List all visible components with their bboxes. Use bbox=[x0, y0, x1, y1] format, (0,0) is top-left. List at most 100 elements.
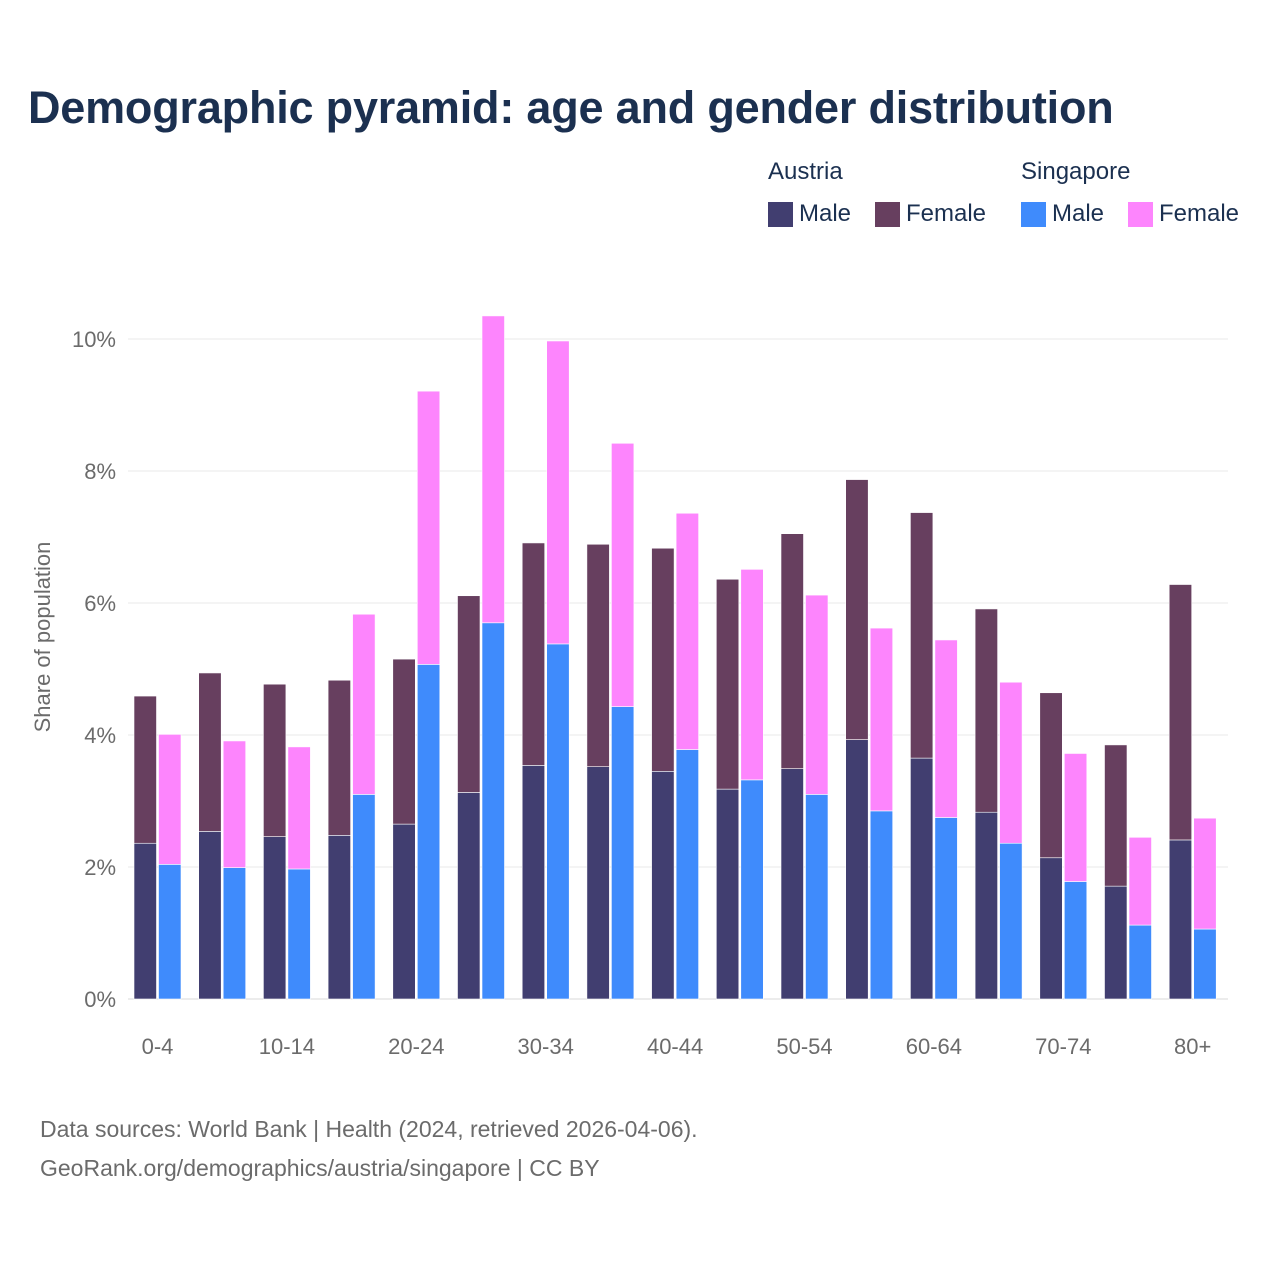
bar-austria-male[interactable] bbox=[651, 770, 675, 1000]
legend-item-singapore-male[interactable]: Male bbox=[1021, 200, 1104, 228]
bar-austria-female[interactable] bbox=[1168, 584, 1192, 841]
bar-austria-female[interactable] bbox=[198, 672, 222, 832]
bar-singapore-female[interactable] bbox=[611, 442, 635, 707]
bar-austria-male[interactable] bbox=[910, 757, 934, 1000]
bar-austria-male[interactable] bbox=[198, 831, 222, 1000]
bar-singapore-male[interactable] bbox=[481, 622, 505, 1000]
bar-singapore-male[interactable] bbox=[611, 706, 635, 1000]
bar-singapore-female[interactable] bbox=[158, 734, 182, 865]
legend-label-austria-male: Male bbox=[799, 200, 852, 227]
bar-austria-male[interactable] bbox=[327, 835, 351, 1000]
bar-austria-male[interactable] bbox=[845, 739, 869, 1000]
bar-austria-male[interactable] bbox=[974, 811, 998, 1000]
bar-austria-female[interactable] bbox=[327, 679, 351, 836]
y-tick-label: 0% bbox=[84, 987, 116, 1012]
bar-austria-female[interactable] bbox=[263, 683, 287, 837]
bar-singapore-female[interactable] bbox=[934, 639, 958, 818]
legend-swatch-singapore-female bbox=[1128, 201, 1153, 227]
legend-swatch-singapore-male bbox=[1021, 201, 1046, 227]
bar-austria-female[interactable] bbox=[715, 578, 740, 790]
bar-austria-male[interactable] bbox=[263, 836, 287, 1000]
bar-austria-male[interactable] bbox=[1039, 857, 1063, 1000]
bar-singapore-female[interactable] bbox=[546, 340, 570, 645]
legend-swatch-austria-female bbox=[875, 201, 900, 227]
bar-singapore-male[interactable] bbox=[352, 794, 376, 1000]
bar-singapore-male[interactable] bbox=[416, 664, 441, 1000]
x-tick-label: 60-64 bbox=[906, 1034, 962, 1059]
bar-austria-male[interactable] bbox=[1104, 885, 1128, 1000]
bar-singapore-female[interactable] bbox=[805, 594, 829, 795]
bar-singapore-male[interactable] bbox=[675, 749, 699, 1000]
bar-singapore-male[interactable] bbox=[1193, 928, 1217, 1000]
footer-attribution: GeoRank.org/demographics/austria/singapo… bbox=[40, 1155, 600, 1181]
y-tick-label: 4% bbox=[84, 723, 116, 748]
legend-item-singapore-female[interactable]: Female bbox=[1128, 200, 1239, 228]
footer-sources: Data sources: World Bank | Health (2024,… bbox=[40, 1116, 698, 1142]
bar-singapore-female[interactable] bbox=[1193, 817, 1217, 930]
bar-austria-female[interactable] bbox=[651, 547, 675, 772]
bar-austria-male[interactable] bbox=[715, 788, 740, 1000]
bar-singapore-male[interactable] bbox=[1064, 881, 1088, 1000]
bar-singapore-male[interactable] bbox=[158, 864, 182, 1000]
bar-austria-male[interactable] bbox=[457, 792, 481, 1000]
bar-singapore-female[interactable] bbox=[352, 613, 376, 795]
bar-singapore-female[interactable] bbox=[675, 512, 699, 750]
bar-singapore-male[interactable] bbox=[999, 842, 1023, 1000]
bar-austria-female[interactable] bbox=[780, 533, 804, 769]
bar-austria-male[interactable] bbox=[586, 766, 610, 1000]
bar-singapore-female[interactable] bbox=[416, 390, 441, 665]
bar-austria-female[interactable] bbox=[910, 512, 934, 759]
legend-label-singapore-female: Female bbox=[1159, 200, 1240, 227]
legend-item-austria-male[interactable]: Male bbox=[768, 200, 851, 228]
y-tick-label: 10% bbox=[72, 327, 116, 352]
legend-title-austria: Austria bbox=[768, 158, 843, 185]
bar-austria-male[interactable] bbox=[780, 768, 804, 1000]
legend-item-austria-female[interactable]: Female bbox=[875, 200, 986, 228]
bar-singapore-male[interactable] bbox=[740, 779, 764, 1000]
bar-austria-female[interactable] bbox=[974, 608, 998, 813]
bar-austria-female[interactable] bbox=[1104, 744, 1128, 887]
bar-austria-male[interactable] bbox=[392, 823, 416, 1000]
bar-austria-male[interactable] bbox=[521, 765, 546, 1000]
legend-label-austria-female: Female bbox=[906, 200, 987, 227]
bar-singapore-male[interactable] bbox=[934, 817, 958, 1000]
chart-area: 0% 2% 4% 6% 8% 10% Share of population 0-4 10-14… bbox=[30, 315, 1228, 1059]
bar-singapore-female[interactable] bbox=[999, 681, 1023, 844]
x-tick-label: 70-74 bbox=[1035, 1034, 1091, 1059]
bar-singapore-female[interactable] bbox=[481, 315, 505, 624]
bar-singapore-female[interactable] bbox=[287, 746, 311, 870]
bar-singapore-female[interactable] bbox=[1128, 836, 1152, 926]
bar-austria-female[interactable] bbox=[133, 695, 157, 844]
bar-singapore-male[interactable] bbox=[546, 643, 570, 1000]
bar-singapore-female[interactable] bbox=[740, 569, 764, 781]
bar-singapore-male[interactable] bbox=[287, 868, 311, 1000]
chart-title: Demographic pyramid: age and gender dist… bbox=[28, 82, 1114, 133]
x-tick-label: 30-34 bbox=[518, 1034, 574, 1059]
legend-title-singapore: Singapore bbox=[1021, 158, 1131, 185]
x-tick-label: 40-44 bbox=[647, 1034, 703, 1059]
bar-singapore-male[interactable] bbox=[222, 867, 246, 1000]
bar-singapore-female[interactable] bbox=[869, 627, 894, 812]
bar-austria-male[interactable] bbox=[1168, 839, 1192, 1000]
bar-austria-female[interactable] bbox=[845, 479, 869, 740]
x-tick-label: 0-4 bbox=[142, 1034, 174, 1059]
bar-singapore-female[interactable] bbox=[1064, 753, 1088, 882]
y-tick-label: 6% bbox=[84, 591, 116, 616]
bar-singapore-male[interactable] bbox=[1128, 924, 1152, 1000]
bar-singapore-male[interactable] bbox=[805, 794, 829, 1000]
x-tick-label: 80+ bbox=[1174, 1034, 1211, 1059]
y-axis-label: Share of population bbox=[30, 542, 55, 733]
bar-austria-male[interactable] bbox=[133, 842, 157, 1000]
bar-austria-female[interactable] bbox=[1039, 692, 1063, 859]
legend-swatch-austria-male bbox=[768, 201, 793, 227]
bar-austria-female[interactable] bbox=[392, 658, 416, 825]
bar-austria-female[interactable] bbox=[586, 543, 610, 767]
x-tick-label: 10-14 bbox=[259, 1034, 315, 1059]
bar-austria-female[interactable] bbox=[457, 595, 481, 793]
x-tick-label: 50-54 bbox=[776, 1034, 832, 1059]
bar-singapore-female[interactable] bbox=[222, 740, 246, 868]
x-tick-label: 20-24 bbox=[388, 1034, 444, 1059]
y-tick-label: 2% bbox=[84, 855, 116, 880]
bar-austria-female[interactable] bbox=[521, 542, 546, 766]
bar-singapore-male[interactable] bbox=[869, 810, 894, 1000]
